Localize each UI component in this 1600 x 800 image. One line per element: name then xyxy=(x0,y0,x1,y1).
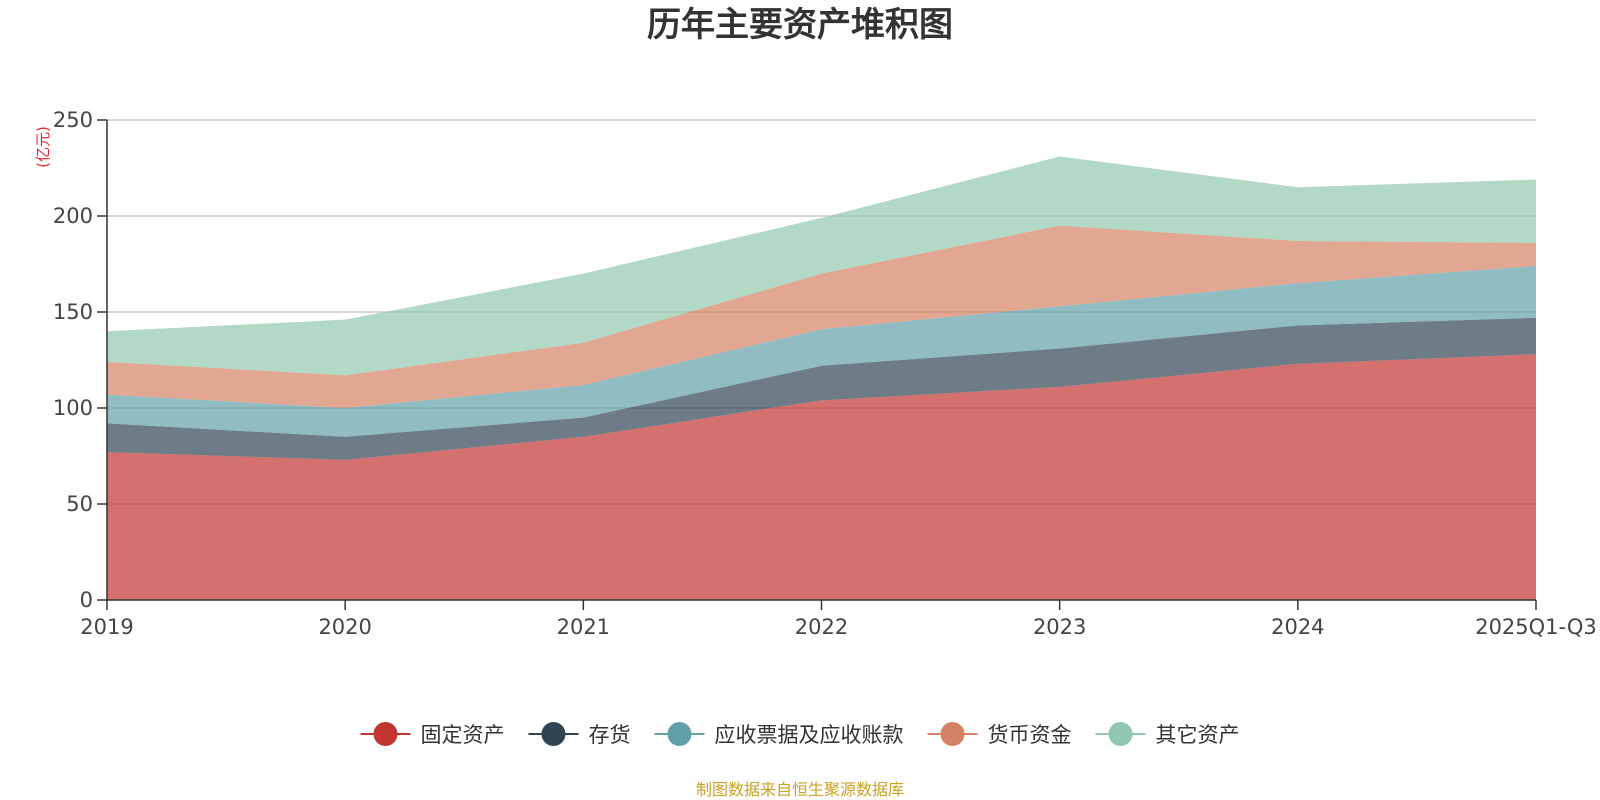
y-tick-label-200: 200 xyxy=(53,204,93,228)
legend-item-2[interactable]: 存货 xyxy=(528,722,631,747)
source-note: 制图数据来自恒生聚源数据库 xyxy=(696,780,904,799)
x-tick-label-2019: 2019 xyxy=(80,615,133,639)
y-axis-unit-label: (亿元) xyxy=(34,126,52,168)
legend-label-5: 其它资产 xyxy=(1156,723,1240,747)
legend-label-3: 应收票据及应收账款 xyxy=(715,723,904,747)
legend-marker-5 xyxy=(1108,722,1133,746)
x-axis-ticks: 2019 2020 2021 2022 2023 2024 2025Q1-Q3 xyxy=(80,600,1597,639)
legend-marker-1 xyxy=(373,722,398,746)
area-series-3 xyxy=(107,265,1536,437)
area-series-1 xyxy=(107,354,1536,600)
area-series-4 xyxy=(107,225,1536,408)
y-axis-ticks: 0 50 100 150 200 250 xyxy=(53,108,107,612)
y-tick-label-100: 100 xyxy=(53,396,93,420)
x-tick-label-2021: 2021 xyxy=(557,615,610,639)
legend-label-4: 货币资金 xyxy=(988,723,1072,747)
legend-item-4[interactable]: 货币资金 xyxy=(927,722,1072,747)
x-tick-label-2024: 2024 xyxy=(1271,615,1324,639)
y-tick-label-150: 150 xyxy=(53,300,93,324)
legend-marker-4 xyxy=(940,722,965,746)
x-tick-label-2023: 2023 xyxy=(1033,615,1086,639)
area-series-5 xyxy=(107,156,1536,376)
area-series-2 xyxy=(107,317,1536,460)
legend-label-2: 存货 xyxy=(589,723,631,747)
y-tick-label-50: 50 xyxy=(66,492,93,516)
legend-label-1: 固定资产 xyxy=(421,723,505,747)
x-tick-label-2025Q1-Q3: 2025Q1-Q3 xyxy=(1475,615,1597,639)
legend-item-5[interactable]: 其它资产 xyxy=(1095,722,1240,747)
y-tick-label-250: 250 xyxy=(53,108,93,132)
x-tick-label-2020: 2020 xyxy=(318,615,371,639)
legend-marker-3 xyxy=(667,722,692,746)
x-tick-label-2022: 2022 xyxy=(795,615,848,639)
y-tick-label-0: 0 xyxy=(80,588,93,612)
legend-item-3[interactable]: 应收票据及应收账款 xyxy=(654,722,904,747)
area-series-group xyxy=(107,156,1536,600)
legend-item-1[interactable]: 固定资产 xyxy=(360,722,505,747)
legend: 固定资产 存货 应收票据及应收账款 货币资金 其它资产 xyxy=(360,722,1240,747)
chart-title: 历年主要资产堆积图 xyxy=(647,5,953,45)
legend-marker-2 xyxy=(541,722,566,746)
